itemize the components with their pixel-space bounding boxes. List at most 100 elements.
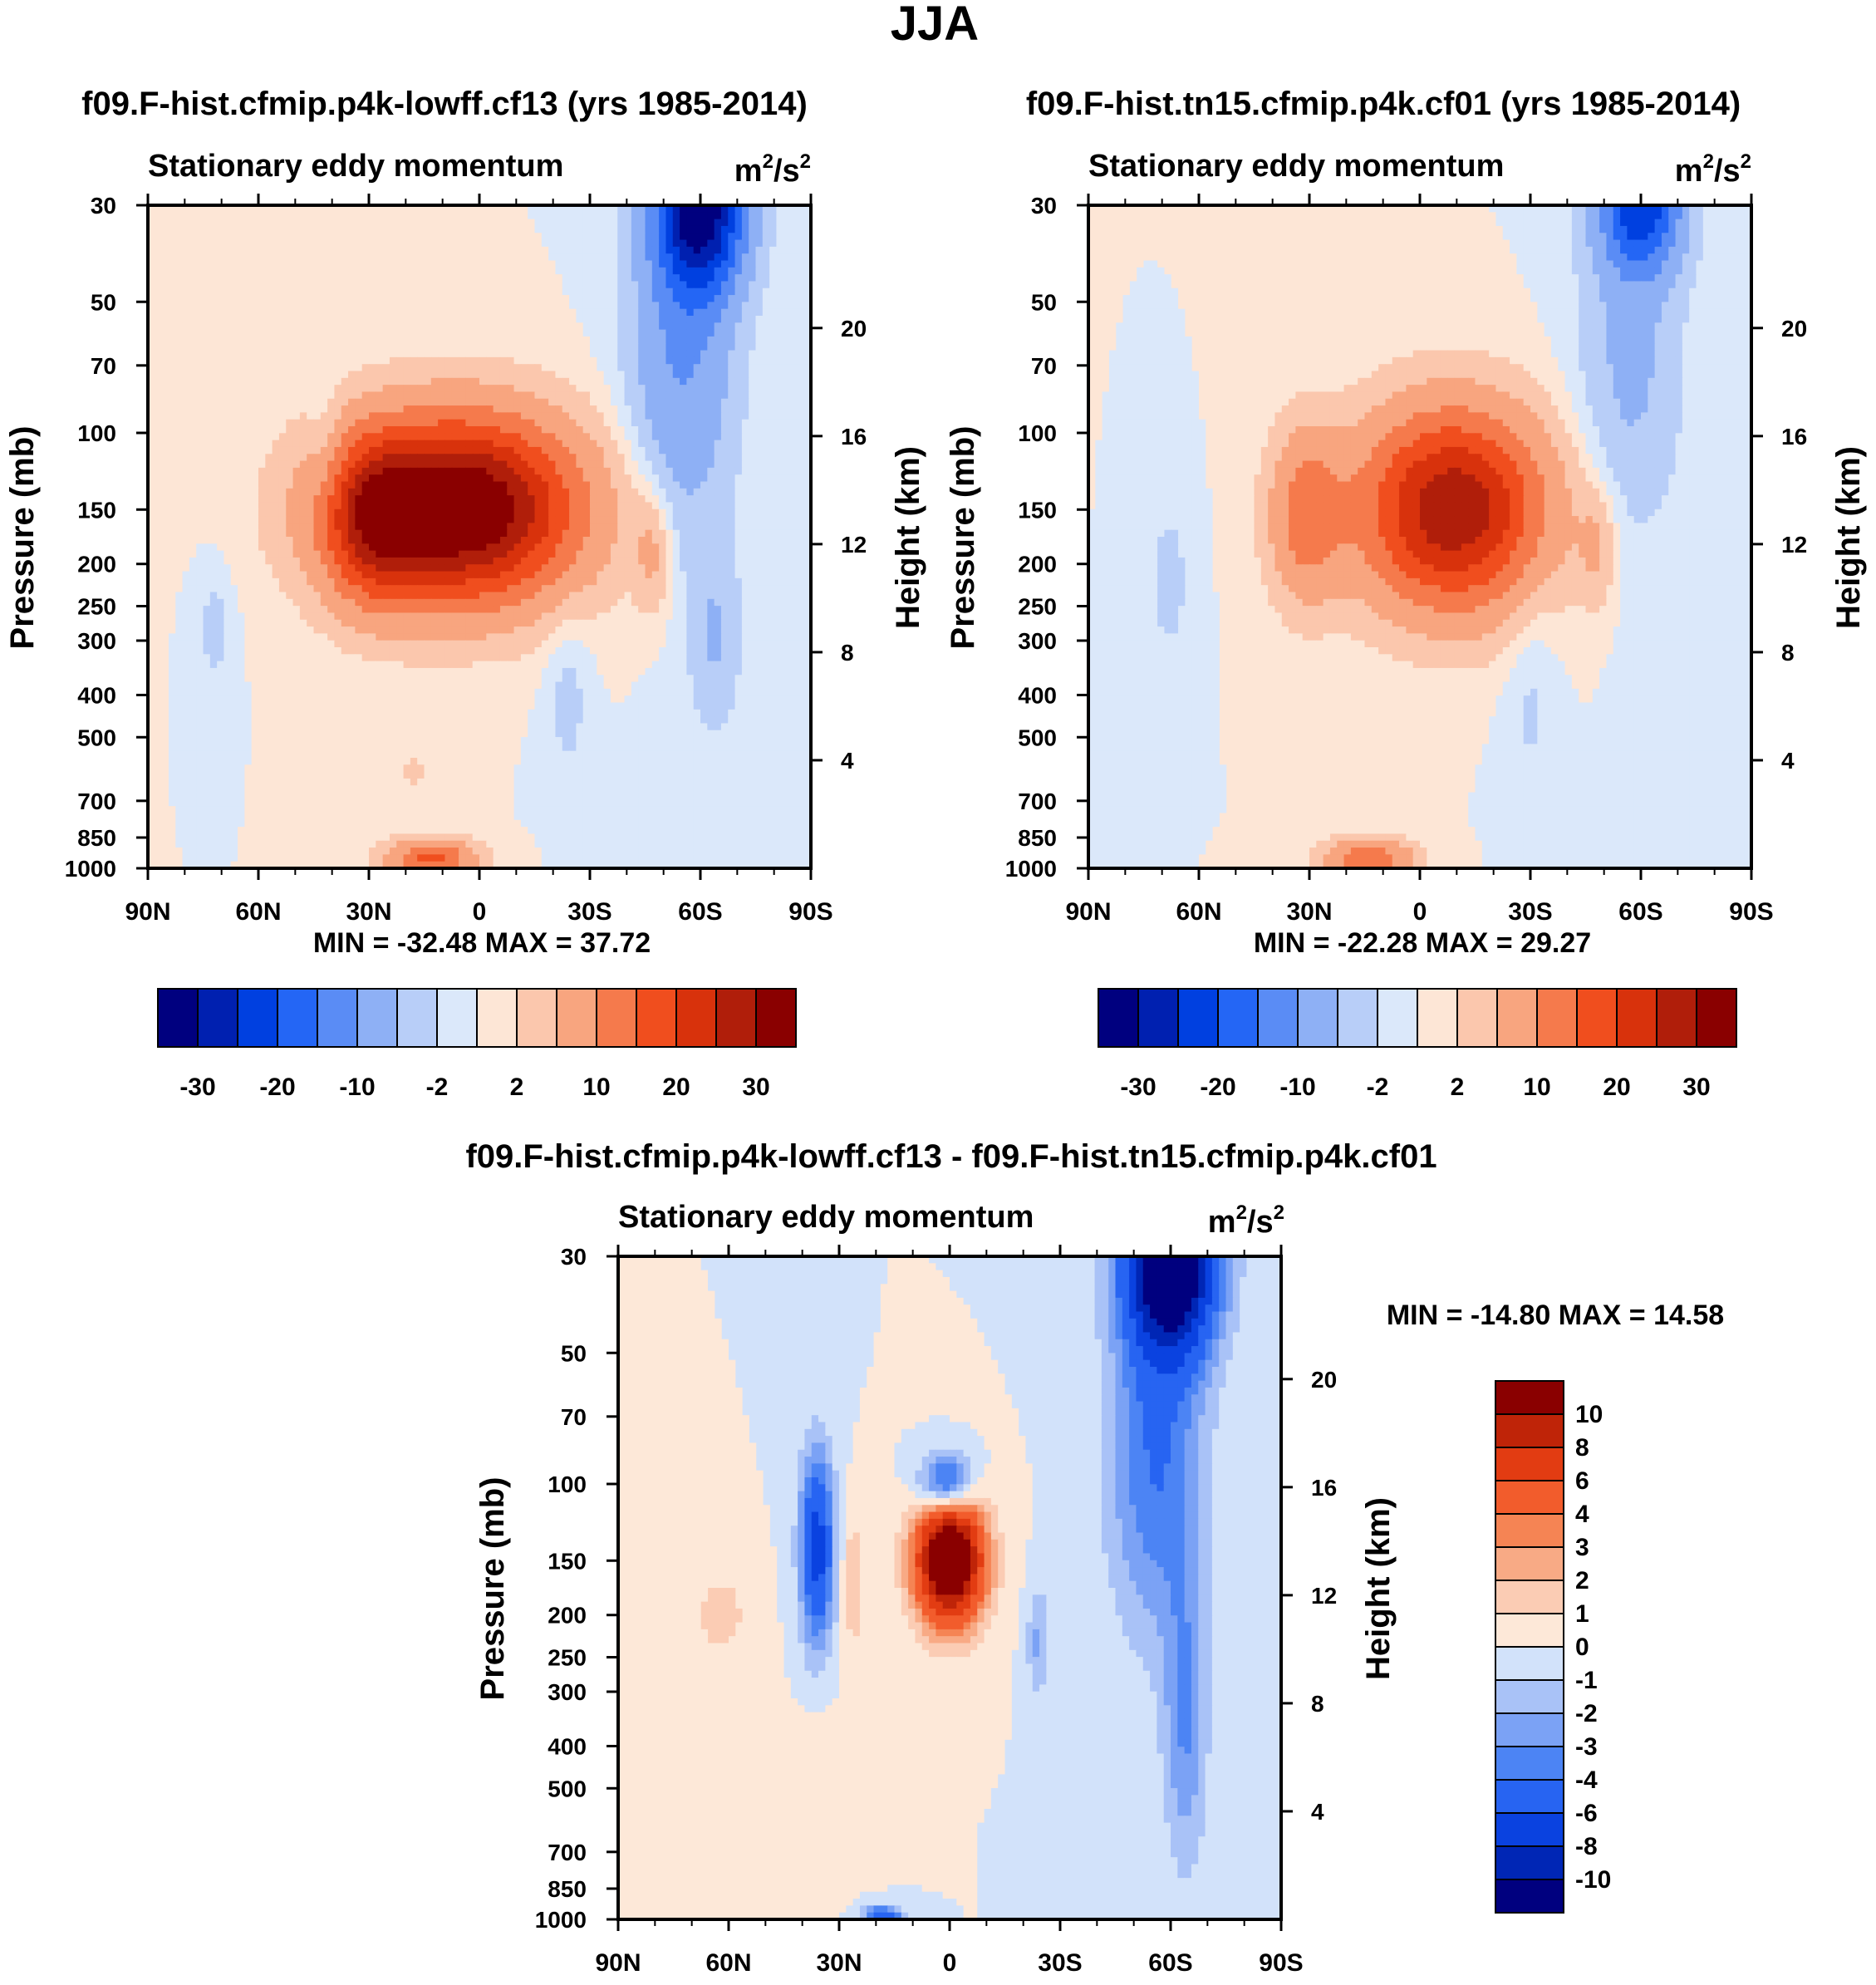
- contour-cell: [204, 212, 211, 219]
- contour-cell: [465, 268, 473, 275]
- contour-cell: [659, 302, 666, 309]
- contour-cell: [231, 405, 238, 413]
- contour-cell: [680, 391, 687, 399]
- contour-cell: [286, 351, 293, 358]
- contour-cell: [244, 468, 252, 475]
- contour-cell: [590, 461, 597, 469]
- contour-cell: [500, 468, 508, 475]
- contour-cell: [279, 420, 287, 427]
- contour-cell: [410, 405, 418, 413]
- contour-cell: [625, 502, 632, 509]
- contour-cell: [265, 247, 273, 254]
- contour-cell: [548, 502, 556, 509]
- contour-cell: [673, 351, 680, 358]
- contour-cell: [542, 482, 549, 489]
- contour-cell: [763, 322, 770, 330]
- contour-cell: [686, 233, 694, 240]
- contour-cell: [383, 288, 390, 296]
- contour-cell: [790, 371, 798, 379]
- contour-cell: [355, 219, 362, 227]
- contour-cell: [183, 489, 190, 496]
- contour-cell: [376, 261, 383, 268]
- contour-cell: [652, 420, 660, 427]
- contour-cell: [783, 468, 791, 475]
- contour-cell: [665, 226, 673, 233]
- contour-cell: [783, 551, 791, 558]
- contour-cell: [542, 302, 549, 309]
- contour-cell: [769, 420, 777, 427]
- contour-cell: [396, 274, 404, 282]
- panel-1-title: f09.F-hist.cfmip.p4k-lowff.cf13 (yrs 198…: [81, 86, 808, 122]
- contour-cell: [562, 516, 570, 523]
- contour-cell: [396, 357, 404, 365]
- contour-cell: [590, 226, 597, 233]
- contour-cell: [293, 212, 301, 219]
- contour-cell: [673, 343, 680, 351]
- contour-cell: [625, 426, 632, 434]
- contour-cell: [728, 447, 735, 454]
- contour-cell: [763, 343, 770, 351]
- contour-cell: [252, 364, 259, 371]
- contour-cell: [576, 309, 583, 317]
- contour-cell: [459, 240, 466, 248]
- contour-cell: [638, 523, 646, 530]
- contour-cell: [196, 343, 204, 351]
- contour-cell: [417, 440, 425, 448]
- contour-cell: [715, 474, 722, 482]
- contour-cell: [314, 357, 322, 365]
- contour-cell: [569, 405, 577, 413]
- contour-cell: [700, 378, 708, 386]
- contour-cell: [231, 543, 238, 551]
- contour-cell: [183, 219, 190, 227]
- contour-cell: [279, 288, 287, 296]
- contour-cell: [604, 378, 611, 386]
- contour-cell: [479, 281, 487, 288]
- contour-cell: [307, 247, 314, 254]
- contour-cell: [334, 502, 341, 509]
- contour-cell: [790, 440, 798, 448]
- contour-cell: [742, 322, 749, 330]
- contour-cell: [162, 551, 169, 558]
- contour-cell: [528, 482, 535, 489]
- contour-cell: [189, 426, 197, 434]
- contour-cell: [383, 247, 390, 254]
- contour-cell: [444, 316, 452, 323]
- contour-cell: [376, 385, 383, 392]
- contour-cell: [680, 378, 687, 386]
- contour-cell: [196, 468, 204, 475]
- contour-cell: [665, 495, 673, 503]
- contour-cell: [742, 523, 749, 530]
- contour-cell: [535, 558, 543, 565]
- contour-cell: [665, 523, 673, 530]
- contour-cell: [715, 523, 722, 530]
- contour-cell: [569, 343, 577, 351]
- contour-cell: [769, 461, 777, 469]
- panel-3-ylabel: Pressure (mb): [474, 1477, 511, 1701]
- contour-cell: [258, 426, 266, 434]
- contour-cell: [465, 482, 473, 489]
- contour-cell: [307, 440, 314, 448]
- contour-cell: [273, 391, 280, 399]
- contour-cell: [189, 357, 197, 365]
- contour-cell: [756, 447, 764, 454]
- contour-cell: [444, 468, 452, 475]
- contour-cell: [797, 337, 804, 344]
- contour-cell: [597, 516, 604, 523]
- contour-cell: [231, 343, 238, 351]
- contour-cell: [473, 240, 480, 248]
- contour-cell: [355, 268, 362, 275]
- contour-cell: [756, 537, 764, 544]
- contour-cell: [521, 233, 528, 240]
- contour-cell: [162, 302, 169, 309]
- contour-cell: [611, 288, 618, 296]
- contour-cell: [749, 302, 756, 309]
- contour-cell: [625, 261, 632, 268]
- contour-cell: [314, 295, 322, 302]
- contour-cell: [680, 371, 687, 379]
- contour-cell: [175, 261, 183, 268]
- contour-cell: [646, 420, 653, 427]
- contour-cell: [735, 474, 743, 482]
- contour-cell: [162, 516, 169, 523]
- contour-cell: [555, 426, 562, 434]
- contour-cell: [631, 261, 639, 268]
